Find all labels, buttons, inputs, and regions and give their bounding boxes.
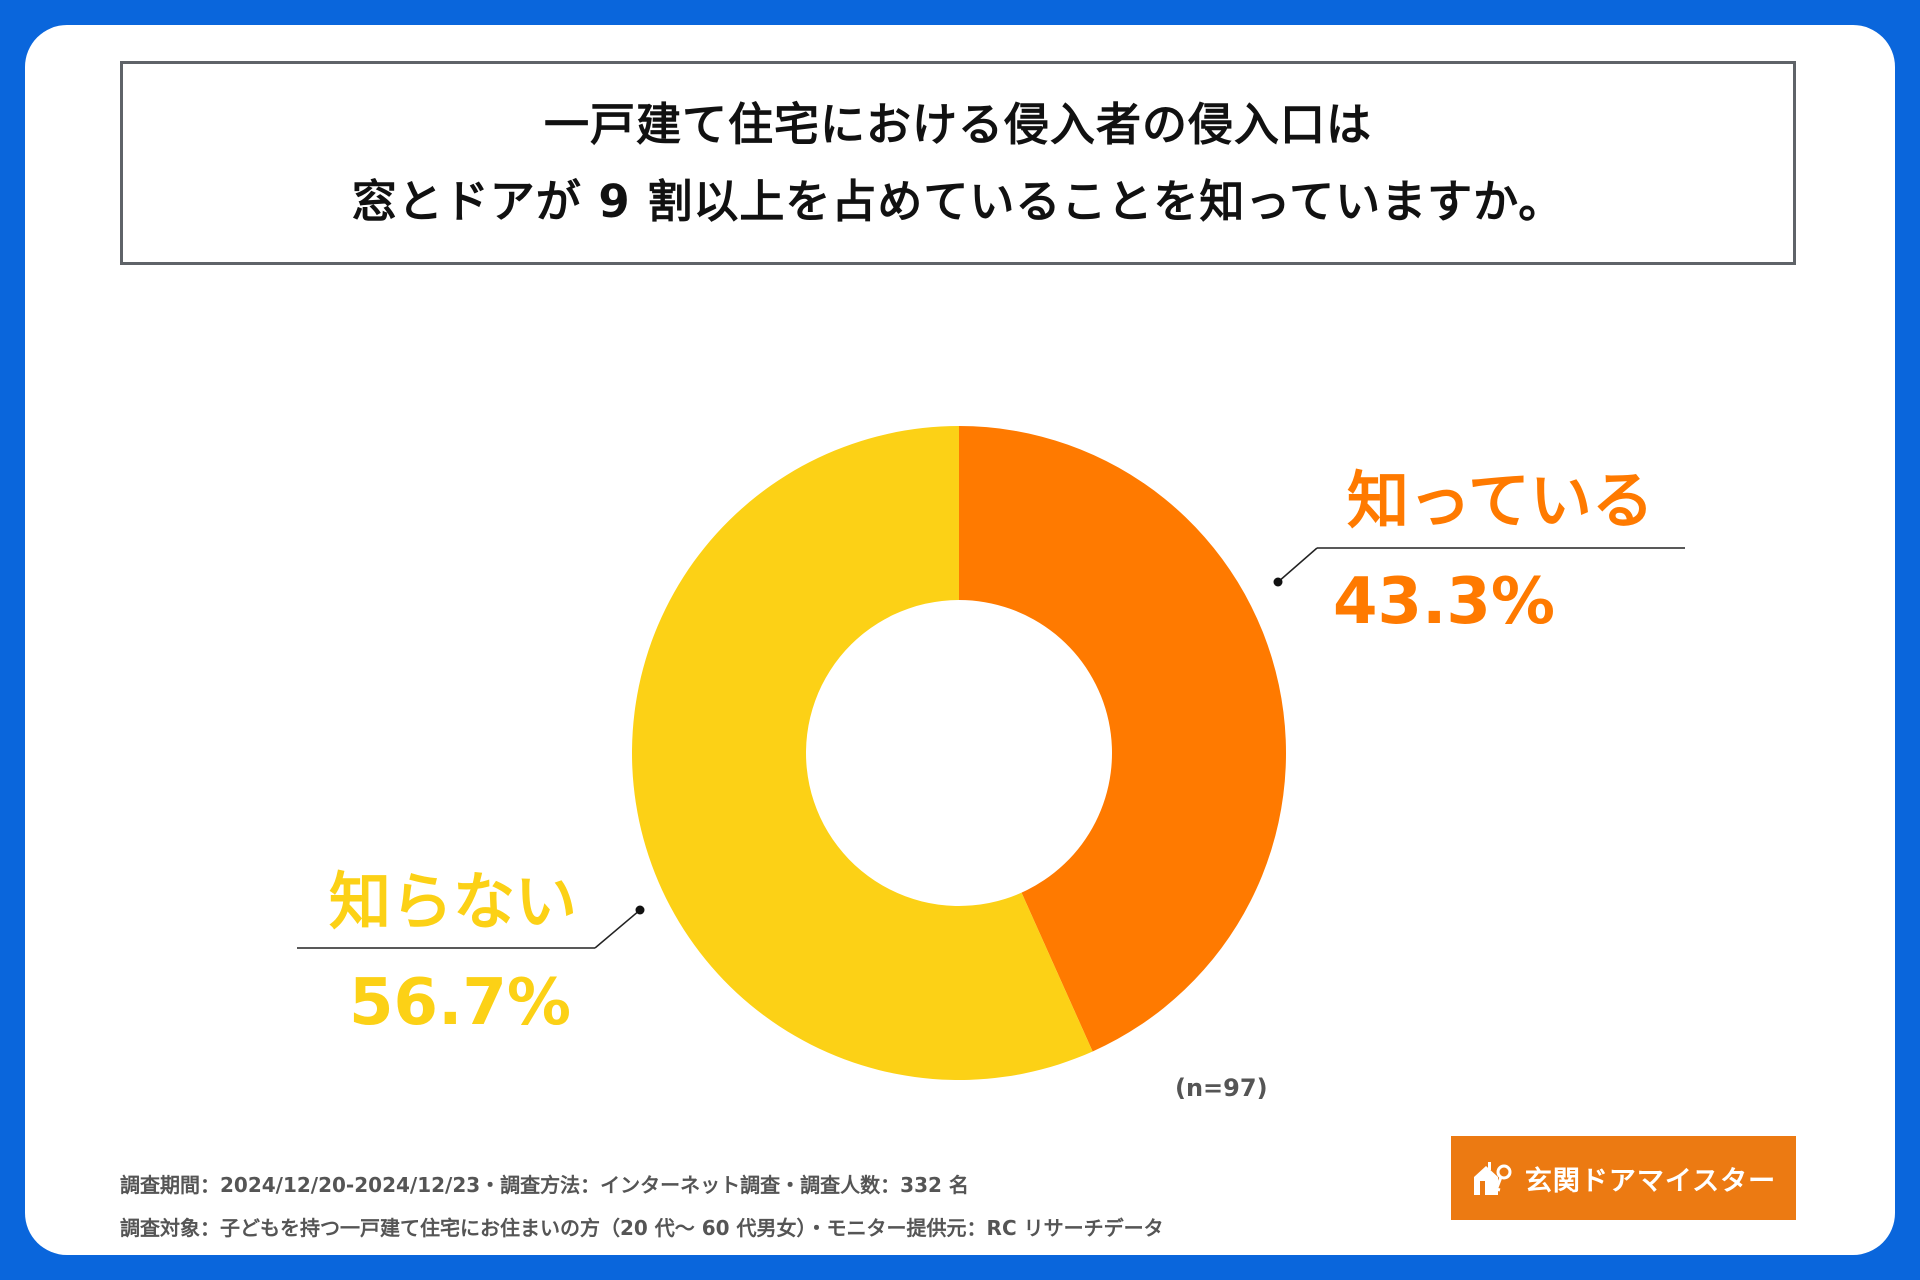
leader-dot-unknown (635, 905, 645, 915)
brand-name: 玄関ドアマイスター (1524, 1165, 1777, 1197)
label-known-value: 43.3% (1333, 565, 1556, 639)
title-line-2: 窓とドアが 9 割以上を占めていることを知っていますか。 (351, 175, 1565, 228)
donut-chart (297, 426, 1685, 1080)
survey-info-line-2: 調査対象：子どもを持つ一戸建て住宅にお住まいの方（20 代～ 60 代男女）・モ… (120, 1216, 1164, 1240)
chart-slices (632, 426, 1287, 1080)
survey-info-line-1: 調査期間：2024/12/20-2024/12/23・調査方法：インターネット調… (120, 1173, 969, 1197)
donut-slice-known (959, 426, 1287, 1052)
label-unknown-category: 知らない (329, 865, 578, 938)
card: 一戸建て住宅における侵入者の侵入口は 窓とドアが 9 割以上を占めていることを知… (25, 25, 1895, 1255)
brand-logo: 玄関ドアマイスター (1451, 1136, 1796, 1220)
title-box: 一戸建て住宅における侵入者の侵入口は 窓とドアが 9 割以上を占めていることを知… (120, 61, 1796, 265)
leader-line-unknown (297, 905, 645, 949)
donut-slice-unknown (632, 426, 1093, 1080)
leader-line-unknown-diagonal (594, 909, 641, 949)
label-unknown-value: 56.7% (349, 966, 572, 1040)
leader-line-known (1273, 547, 1685, 587)
label-known-category: 知っている (1347, 464, 1654, 537)
sample-size: (n=97) (1175, 1074, 1268, 1102)
title-line-1: 一戸建て住宅における侵入者の侵入口は (543, 97, 1372, 151)
leader-line-known-diagonal (1277, 547, 1318, 583)
house-key-icon (1473, 1162, 1512, 1195)
leader-dot-known (1273, 577, 1283, 587)
